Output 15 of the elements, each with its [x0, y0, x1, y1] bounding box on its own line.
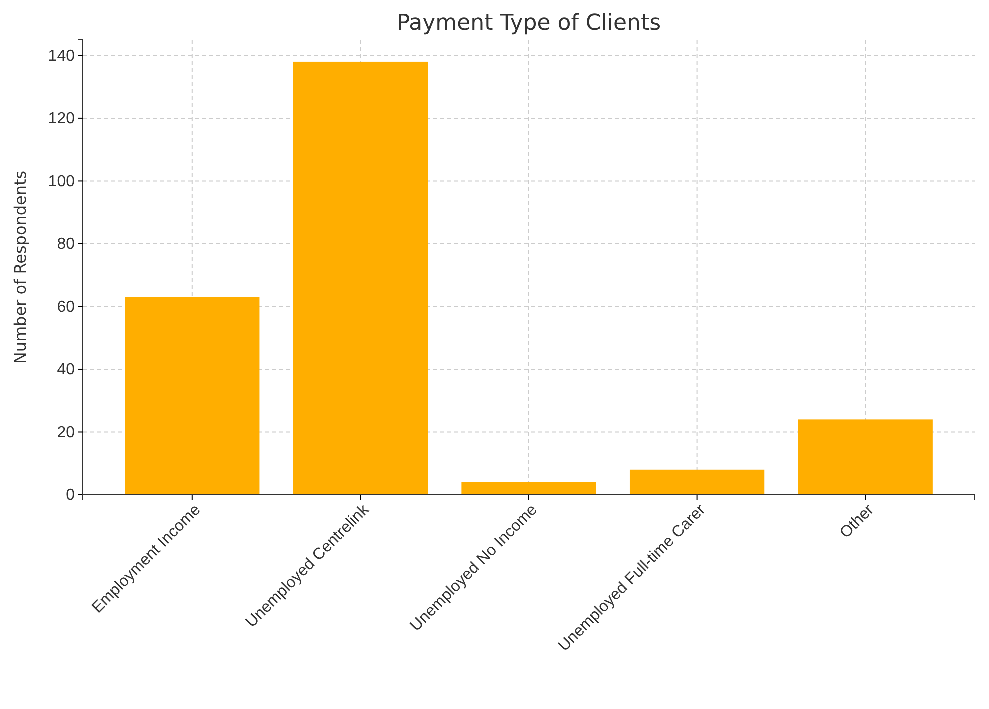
y-tick-label: 100 — [48, 173, 76, 190]
y-tick-label: 60 — [57, 298, 76, 316]
bar — [798, 420, 933, 495]
bar — [630, 470, 765, 495]
y-tick-label: 120 — [48, 110, 76, 128]
y-tick-label: 80 — [57, 236, 76, 254]
y-tick-label: 20 — [57, 424, 76, 442]
y-tick-label: 40 — [57, 362, 76, 379]
bar — [125, 297, 260, 495]
bar — [293, 62, 428, 495]
y-axis-title: Number of Respondents — [11, 170, 30, 364]
bar — [462, 482, 596, 495]
y-tick-label: 140 — [48, 48, 76, 65]
chart-title: Payment Type of Clients — [396, 11, 662, 36]
y-tick-label: 0 — [66, 487, 76, 504]
